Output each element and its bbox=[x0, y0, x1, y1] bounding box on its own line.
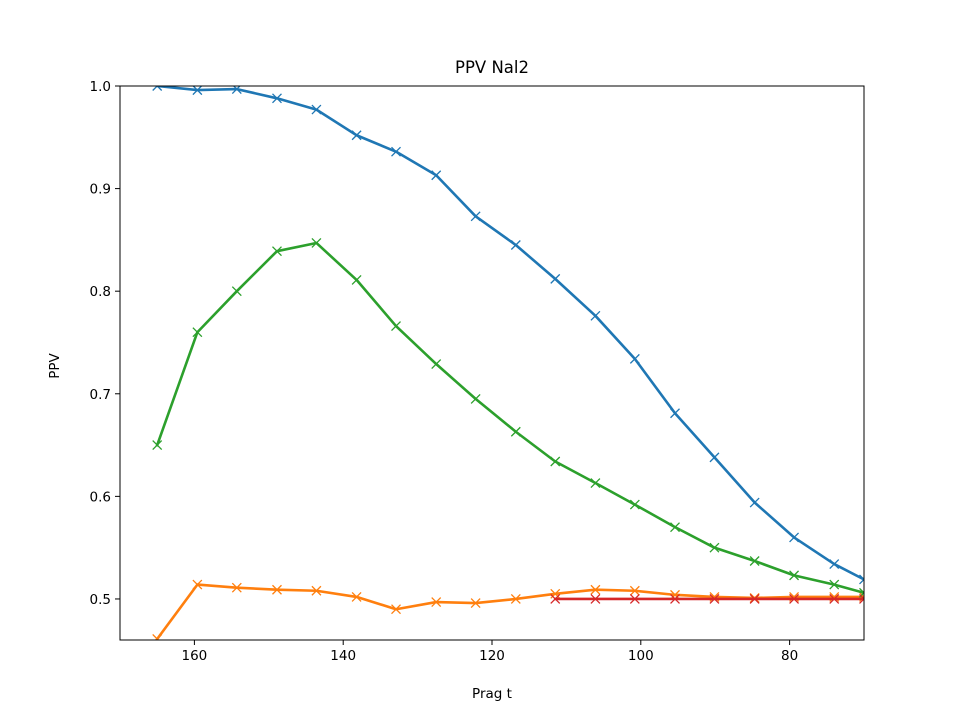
series-3-point bbox=[829, 579, 840, 590]
series-1-point bbox=[311, 104, 322, 115]
axis-ticks: 160 140 120 100 80 0.5 0.6 0.7 0.8 0.9 1.0 bbox=[90, 79, 799, 664]
series-1-point bbox=[272, 93, 282, 104]
series-3-point bbox=[670, 522, 680, 533]
series-1-point bbox=[510, 240, 521, 250]
series-1-point bbox=[152, 86, 163, 91]
series-3-point bbox=[789, 570, 800, 581]
series-4-point bbox=[859, 594, 864, 604]
series-3-point bbox=[351, 274, 362, 285]
series-3-point bbox=[470, 393, 481, 404]
series-3-point bbox=[231, 286, 242, 297]
series-4-point bbox=[789, 594, 800, 604]
series-2-point bbox=[470, 598, 481, 609]
series-1-point bbox=[859, 574, 864, 585]
series-2-point bbox=[391, 604, 401, 615]
x-tick-label: 100 bbox=[628, 648, 654, 664]
series-2-point bbox=[590, 584, 601, 595]
series-3-point bbox=[590, 478, 601, 488]
series-4-point bbox=[829, 594, 840, 604]
series-3-point bbox=[709, 542, 720, 553]
series-1-point bbox=[629, 353, 640, 364]
series-1-point bbox=[590, 310, 601, 321]
y-axis-label: PPV bbox=[47, 352, 63, 378]
series-1-point bbox=[670, 408, 680, 419]
series-4-point bbox=[629, 594, 640, 604]
x-tick-label: 140 bbox=[330, 648, 356, 664]
series-2-point bbox=[311, 585, 322, 596]
series-4-point bbox=[590, 594, 601, 604]
x-tick-label: 160 bbox=[182, 648, 208, 664]
series-1-point bbox=[391, 146, 401, 157]
series-3-point bbox=[192, 327, 203, 338]
series-2-point bbox=[152, 634, 163, 640]
series-3-point bbox=[510, 426, 521, 437]
series-3-point bbox=[749, 556, 760, 566]
series-1-point bbox=[431, 170, 442, 181]
y-tick-label: 0.9 bbox=[90, 182, 111, 198]
x-tick-label: 80 bbox=[781, 648, 798, 664]
series-4-point bbox=[550, 594, 561, 604]
series-3-point bbox=[311, 238, 322, 248]
series-4-point bbox=[709, 594, 720, 604]
plot-area bbox=[152, 86, 864, 640]
x-axis-label: Prag t bbox=[472, 686, 512, 702]
series-1-point bbox=[709, 452, 720, 463]
series-4-point bbox=[749, 594, 760, 604]
y-tick-label: 1.0 bbox=[90, 79, 111, 95]
series-3-point bbox=[152, 440, 163, 451]
series-3-point bbox=[391, 321, 401, 332]
series-3-point bbox=[550, 456, 561, 467]
series-1-point bbox=[789, 532, 800, 543]
axes-frame bbox=[119, 85, 865, 641]
series-4-point bbox=[670, 594, 680, 604]
chart-title: PPV Nal2 bbox=[455, 58, 529, 77]
y-tick-label: 0.7 bbox=[90, 387, 111, 403]
series-1-point bbox=[192, 86, 203, 96]
series-1-point bbox=[470, 211, 481, 222]
y-tick-label: 0.5 bbox=[90, 592, 111, 608]
x-tick-label: 120 bbox=[479, 648, 505, 664]
series-2-point bbox=[629, 585, 640, 596]
series-2-point bbox=[272, 584, 282, 595]
series-1-point bbox=[749, 497, 760, 508]
series-2-point bbox=[351, 591, 362, 602]
series-2-point bbox=[510, 594, 521, 604]
series-2-point bbox=[431, 597, 442, 608]
series-3-point bbox=[629, 499, 640, 510]
series-1-point bbox=[829, 559, 840, 570]
series-3-point bbox=[272, 246, 282, 257]
y-tick-label: 0.6 bbox=[90, 489, 111, 505]
series-1-point bbox=[550, 273, 561, 284]
series-group bbox=[152, 86, 864, 640]
series-3-point bbox=[431, 359, 442, 369]
series-1-point bbox=[351, 130, 362, 141]
series-2-point bbox=[231, 582, 242, 593]
series-2-point bbox=[192, 579, 203, 590]
y-tick-label: 0.8 bbox=[90, 284, 111, 300]
